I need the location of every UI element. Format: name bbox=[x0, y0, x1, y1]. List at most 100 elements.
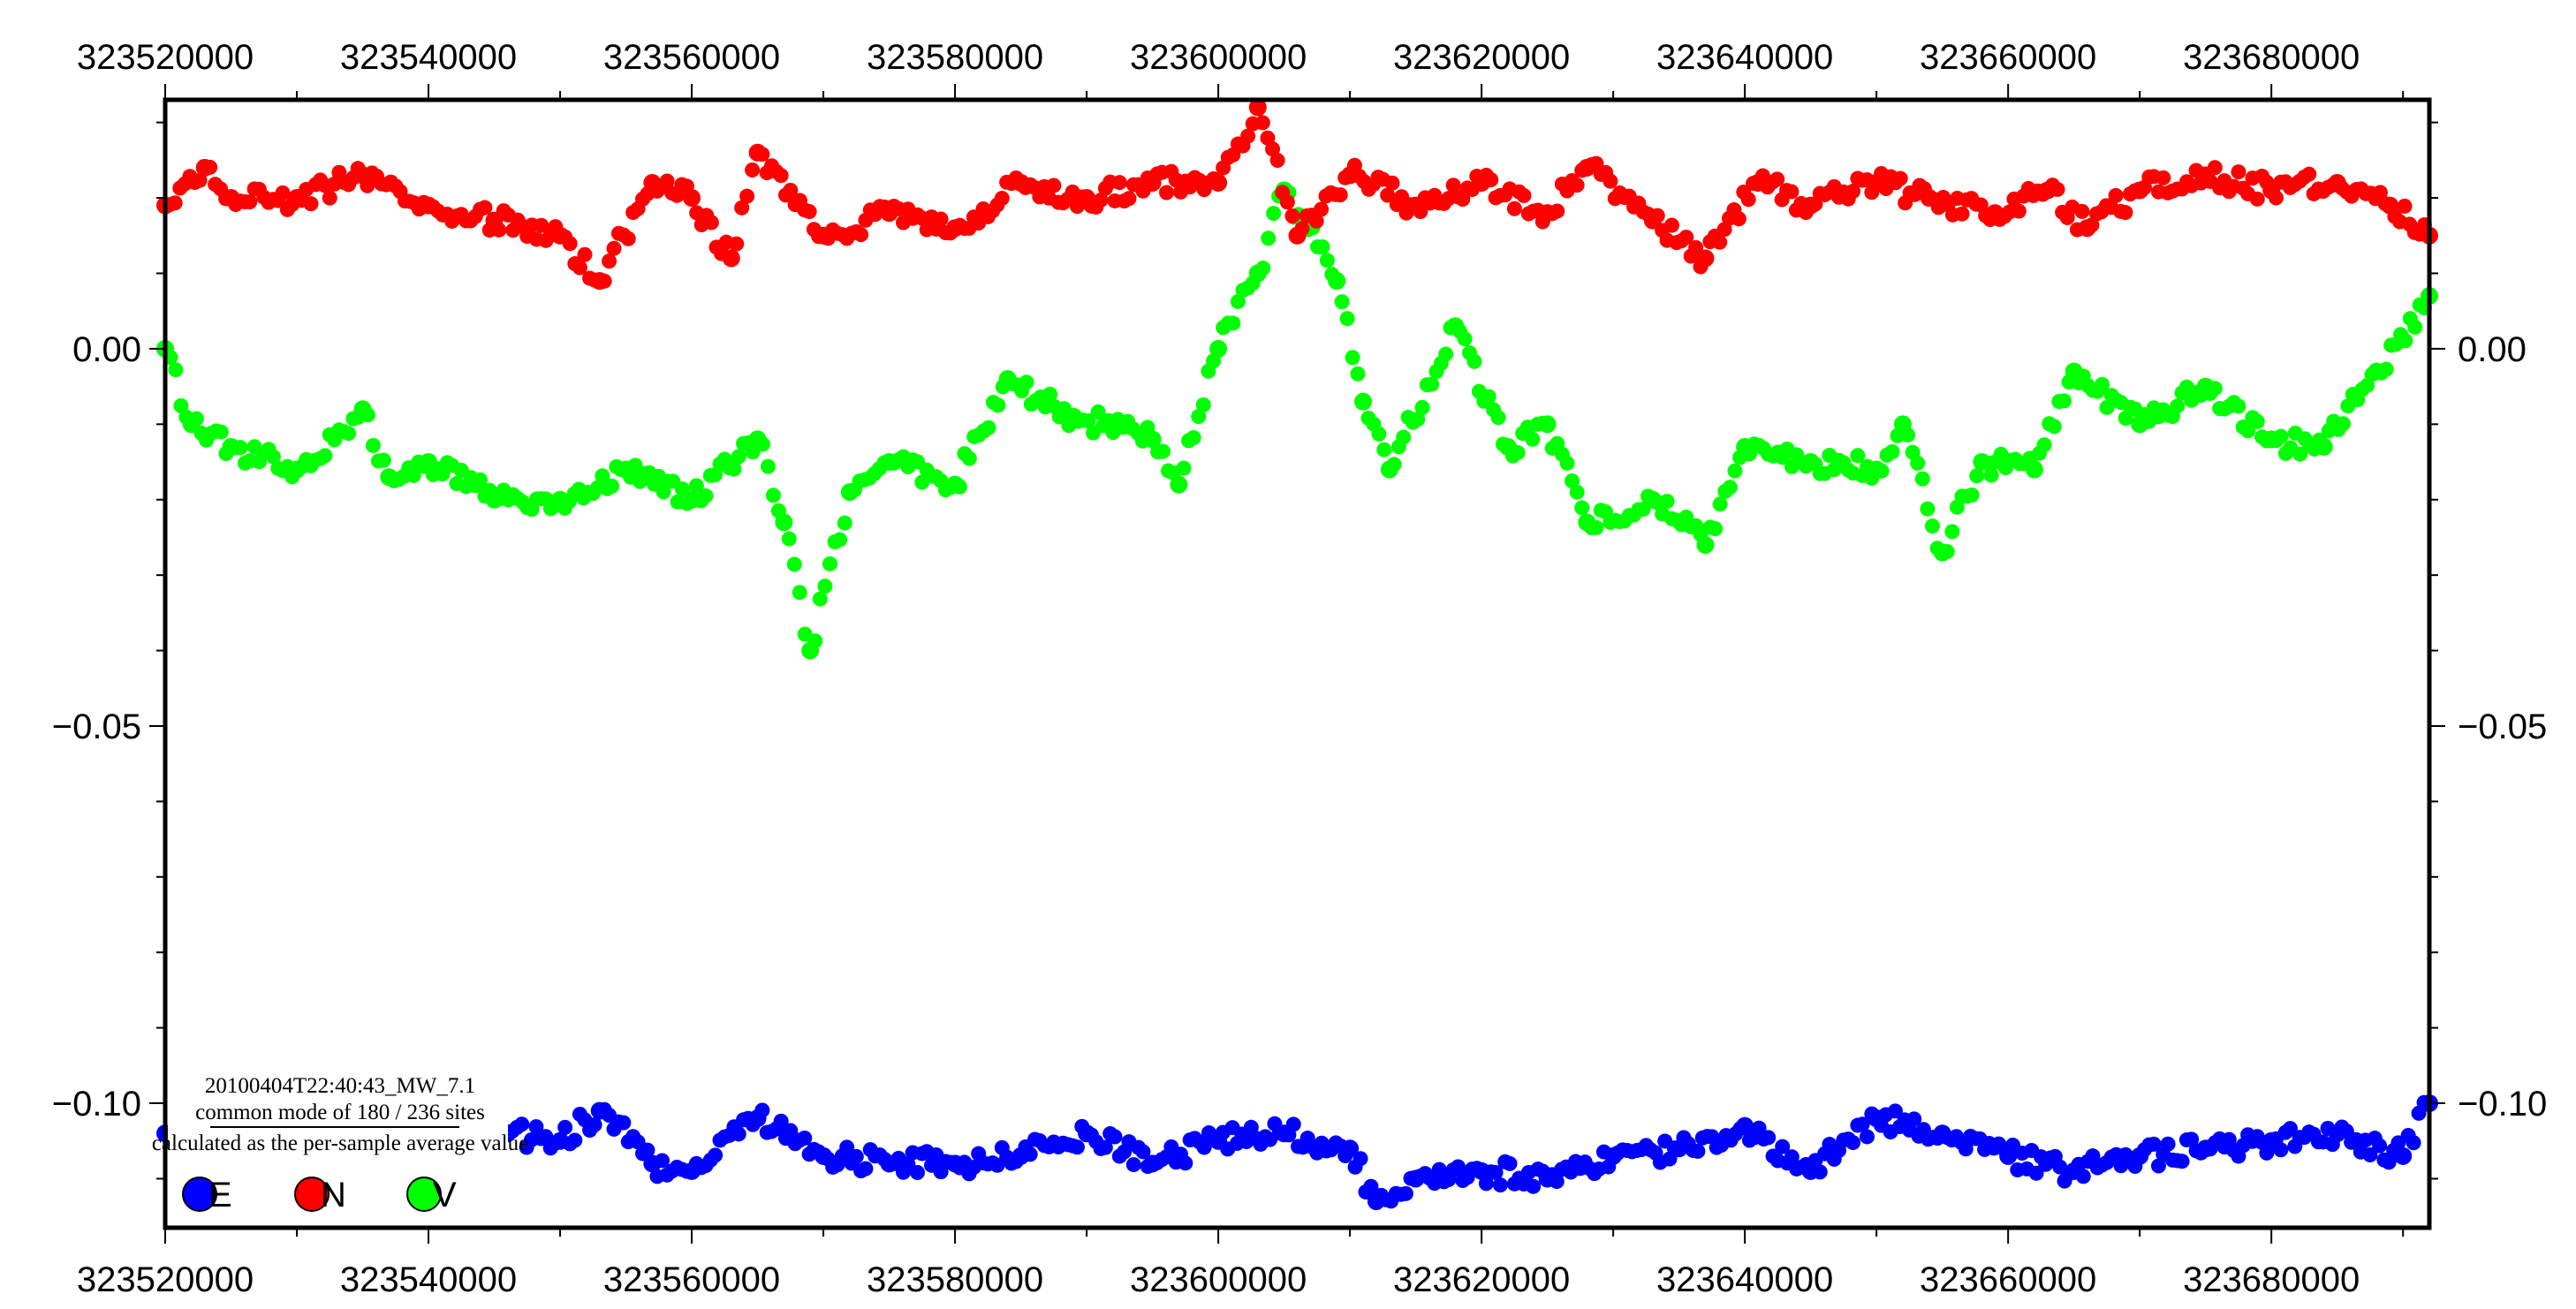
legend-swatch-v bbox=[406, 1177, 442, 1212]
series-marker-v bbox=[1969, 468, 1985, 484]
series-marker-v bbox=[1534, 415, 1550, 431]
series-marker-n bbox=[1688, 239, 1704, 255]
series-marker-v bbox=[2249, 413, 2265, 429]
series-marker-e bbox=[2075, 1169, 2091, 1184]
series-marker-n bbox=[1380, 187, 1396, 203]
series-marker-v bbox=[1920, 501, 1936, 517]
series-marker-e bbox=[2174, 1154, 2190, 1169]
series-marker-v bbox=[2036, 437, 2052, 453]
series-marker-v bbox=[981, 420, 996, 435]
series-marker-n bbox=[2269, 190, 2284, 206]
series-N bbox=[156, 98, 2438, 291]
series-marker-n bbox=[1206, 170, 1222, 186]
series-marker-e bbox=[2127, 1158, 2143, 1174]
series-marker-e bbox=[2320, 1120, 2336, 1136]
series-marker-e bbox=[848, 1148, 864, 1164]
series-marker-n bbox=[577, 246, 593, 262]
series-marker-e bbox=[1008, 1154, 1024, 1169]
x-tick-label-top: 323580000 bbox=[867, 38, 1043, 77]
series-marker-n bbox=[350, 161, 366, 177]
series-marker-n bbox=[1740, 192, 1756, 208]
series-marker-n bbox=[734, 200, 750, 216]
series-marker-v bbox=[1090, 404, 1106, 420]
series-marker-v bbox=[755, 436, 771, 452]
series-marker-e bbox=[1595, 1144, 1611, 1160]
series-marker-e bbox=[1690, 1143, 1706, 1159]
x-tick-label-bottom: 323640000 bbox=[1656, 1260, 1833, 1299]
data-point-n bbox=[1248, 98, 1267, 117]
series-marker-n bbox=[678, 178, 694, 194]
series-marker-v bbox=[1510, 444, 1526, 460]
series-marker-v bbox=[786, 556, 802, 572]
series-marker-e bbox=[1775, 1139, 1791, 1154]
series-marker-n bbox=[1569, 178, 1585, 193]
series-marker-v bbox=[822, 556, 838, 571]
series-marker-e bbox=[1864, 1106, 1880, 1122]
legend-swatch-n bbox=[294, 1177, 330, 1212]
legend-title-line: 20100404T22:40:43_MW_7.1 bbox=[205, 1074, 475, 1098]
series-marker-e bbox=[731, 1126, 746, 1142]
series-marker-e bbox=[1125, 1157, 1141, 1173]
series-marker-v bbox=[1134, 433, 1150, 449]
series-marker-v bbox=[698, 488, 714, 503]
series-marker-n bbox=[1337, 170, 1353, 185]
legend-label-e: E bbox=[208, 1176, 232, 1214]
series-marker-e bbox=[1601, 1159, 1617, 1175]
series-marker-v bbox=[2378, 361, 2394, 377]
series-marker-e bbox=[1337, 1147, 1353, 1163]
series-marker-e bbox=[858, 1161, 874, 1177]
series-marker-n bbox=[1008, 170, 1024, 185]
series-marker-v bbox=[1708, 521, 1724, 537]
x-tick-label-bottom: 323620000 bbox=[1393, 1260, 1570, 1299]
series-marker-v bbox=[1983, 467, 1999, 483]
series-marker-v bbox=[2056, 393, 2072, 409]
series-marker-n bbox=[2118, 205, 2133, 221]
series-marker-n bbox=[801, 203, 817, 219]
series-marker-v bbox=[2095, 376, 2110, 392]
series-marker-v bbox=[1924, 518, 1940, 534]
series-marker-v bbox=[1438, 346, 1454, 362]
series-marker-n bbox=[1845, 184, 1861, 200]
series-marker-n bbox=[783, 182, 799, 198]
series-marker-v bbox=[679, 496, 695, 511]
series-marker-v bbox=[1319, 253, 1335, 269]
x-tick-label-top: 323600000 bbox=[1130, 38, 1307, 77]
series-marker-n bbox=[1712, 234, 1728, 250]
series-marker-n bbox=[275, 185, 291, 201]
series-marker-e bbox=[1469, 1161, 1485, 1177]
series-marker-n bbox=[2249, 191, 2265, 207]
series-marker-e bbox=[2150, 1158, 2166, 1174]
series-marker-v bbox=[2046, 419, 2062, 435]
series-marker-e bbox=[1502, 1155, 1518, 1171]
series-marker-v bbox=[1057, 401, 1072, 417]
series-marker-v bbox=[473, 472, 489, 488]
series-marker-v bbox=[1324, 267, 1340, 283]
series-marker-n bbox=[1046, 178, 1062, 193]
series-marker-v bbox=[1424, 376, 1440, 392]
series-marker-v bbox=[1727, 463, 1743, 479]
series-marker-e bbox=[528, 1119, 544, 1135]
series-marker-n bbox=[192, 172, 208, 188]
series-marker-n bbox=[562, 236, 578, 252]
series-marker-e bbox=[1784, 1149, 1799, 1165]
x-tick-label-bottom: 323680000 bbox=[2183, 1260, 2360, 1299]
series-marker-n bbox=[2156, 170, 2171, 185]
series-marker-n bbox=[739, 188, 755, 204]
series-V bbox=[156, 181, 2438, 660]
series-marker-e bbox=[2362, 1147, 2378, 1163]
series-marker-v bbox=[1939, 543, 1955, 559]
series-marker-v bbox=[688, 478, 704, 494]
data-point-v bbox=[1354, 392, 1373, 411]
series-marker-v bbox=[1944, 524, 1960, 540]
series-marker-n bbox=[303, 196, 319, 212]
series-marker-e bbox=[2146, 1136, 2162, 1152]
series-marker-n bbox=[714, 246, 730, 261]
series-marker-v bbox=[265, 449, 281, 465]
series-marker-e bbox=[797, 1130, 813, 1146]
series-marker-v bbox=[1191, 409, 1207, 425]
series-marker-n bbox=[2188, 163, 2204, 178]
series-marker-e bbox=[1854, 1116, 1870, 1132]
series-marker-e bbox=[616, 1115, 632, 1131]
series-marker-e bbox=[2406, 1135, 2421, 1151]
